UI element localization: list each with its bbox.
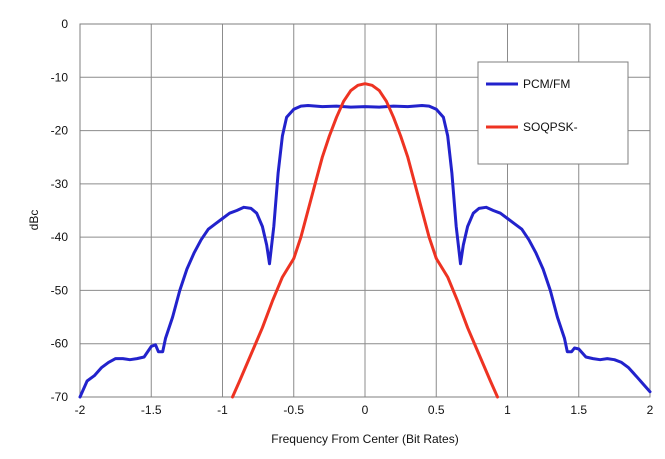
y-tick-label: -40 — [51, 230, 69, 244]
y-tick-label: 0 — [61, 17, 68, 31]
y-axis-title: dBc — [27, 210, 41, 231]
y-tick-label: -60 — [51, 337, 69, 351]
legend-label-pcm-fm: PCM/FM — [523, 77, 570, 91]
y-tick-label: -50 — [51, 283, 69, 297]
series-line-pcm-fm — [78, 104, 652, 399]
x-tick-label: -0.5 — [283, 403, 304, 417]
legend-label-soqpsk: SOQPSK- — [523, 120, 578, 134]
legend-box — [477, 61, 629, 165]
series-group — [78, 82, 652, 399]
y-tick-label: -10 — [51, 70, 69, 84]
x-axis-title: Frequency From Center (Bit Rates) — [271, 432, 458, 446]
x-tick-label: 0.5 — [428, 403, 445, 417]
x-tick-label: 1.5 — [570, 403, 587, 417]
y-tick-label: -30 — [51, 177, 69, 191]
x-tick-label: -2 — [75, 403, 86, 417]
y-tick-label: -70 — [51, 390, 69, 404]
x-tick-label: -1.5 — [141, 403, 162, 417]
x-tick-label: 0 — [362, 403, 369, 417]
x-tick-label: 1 — [504, 403, 511, 417]
x-tick-label: -1 — [217, 403, 228, 417]
legend: PCM/FM SOQPSK- — [477, 61, 629, 165]
y-tick-label: -20 — [51, 124, 69, 138]
plot-border — [79, 23, 651, 398]
tick-labels: -2 -1.5 -1 -0.5 0 0.5 1 1.5 2 0 -10 -20 -30 -40 -50 -60… — [51, 17, 654, 417]
x-tick-label: 2 — [647, 403, 654, 417]
series-line-soqpsk — [231, 82, 499, 399]
